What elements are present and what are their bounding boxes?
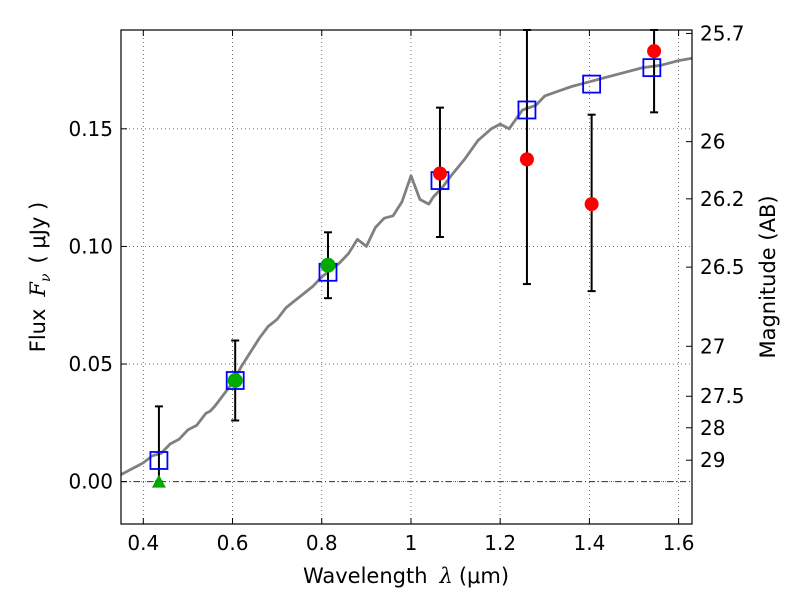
y2-tick-label-1: 26	[700, 130, 725, 154]
data-points	[149, 44, 662, 488]
model-photometry-square-5	[582, 74, 602, 94]
y-axis-label-unit: ( μJy )	[26, 202, 50, 264]
y-tick-label-1: 0.05	[68, 352, 113, 376]
ir-detection-point-1	[519, 152, 534, 167]
y-axis-label-symbol: F	[26, 281, 50, 298]
x-tick-label-5: 1.4	[573, 531, 605, 555]
x-tick-label-1: 0.6	[217, 531, 249, 555]
y2-tick-label-4: 27	[700, 334, 725, 358]
y-axis-label: Flux Fν ( μJy )	[26, 202, 54, 352]
x-axis-ticks: 0.4 0.6 0.8 1 1.2 1.4 1.6	[127, 30, 695, 555]
optical-detection-point-1	[320, 257, 336, 273]
x-axis-label: Wavelength λ (μm)	[303, 564, 509, 588]
x-tick-label-3: 1	[405, 531, 418, 555]
x-tick-label-6: 1.6	[663, 531, 695, 555]
ir-detection-point-3	[647, 44, 662, 59]
x-tick-label-2: 0.8	[306, 531, 338, 555]
y2-tick-label-2: 26.2	[700, 187, 745, 211]
y-tick-label-0: 0.00	[68, 470, 113, 494]
y-tick-label-3: 0.15	[68, 117, 113, 141]
upper-limit-triangle-0	[151, 474, 166, 488]
model-photometry-square-0	[149, 451, 169, 470]
y2-tick-label-3: 26.5	[700, 255, 745, 279]
y2-tick-label-7: 29	[700, 448, 725, 472]
optical-detection-point-0	[227, 373, 243, 389]
plot-background	[121, 30, 692, 524]
model-photometry-square-4	[517, 100, 537, 120]
y-axis-ticks: 0.00 0.05 0.10 0.15	[68, 117, 127, 494]
y-axis-label-subscript: ν	[38, 273, 54, 282]
model-photometry-square-6	[642, 58, 662, 78]
plot-frame	[120, 29, 693, 525]
model-photometry-square-1	[225, 371, 245, 390]
x-tick-label-4: 1.2	[484, 531, 516, 555]
ir-detection-point-2	[584, 197, 599, 212]
x-axis-label-symbol: λ	[439, 564, 453, 588]
x-tick-label-0: 0.4	[127, 531, 159, 555]
x-axis-label-unit: (μm)	[459, 564, 509, 588]
y2-axis-ticks: 25.7 26 26.2 26.5 27 27.5 28 29	[686, 21, 745, 472]
y2-tick-label-0: 25.7	[700, 21, 745, 45]
y2-axis-label: Magnitude (AB)	[756, 195, 780, 358]
ir-detection-point-0	[432, 166, 447, 181]
y2-tick-label-6: 28	[700, 416, 725, 440]
x-axis-label-prefix: Wavelength	[303, 564, 428, 588]
y-axis-label-prefix: Flux	[26, 309, 50, 353]
y-tick-label-2: 0.10	[68, 234, 113, 258]
y2-tick-label-5: 27.5	[700, 384, 745, 408]
model-spectrum	[120, 56, 693, 476]
model-spectrum-line	[120, 56, 693, 476]
